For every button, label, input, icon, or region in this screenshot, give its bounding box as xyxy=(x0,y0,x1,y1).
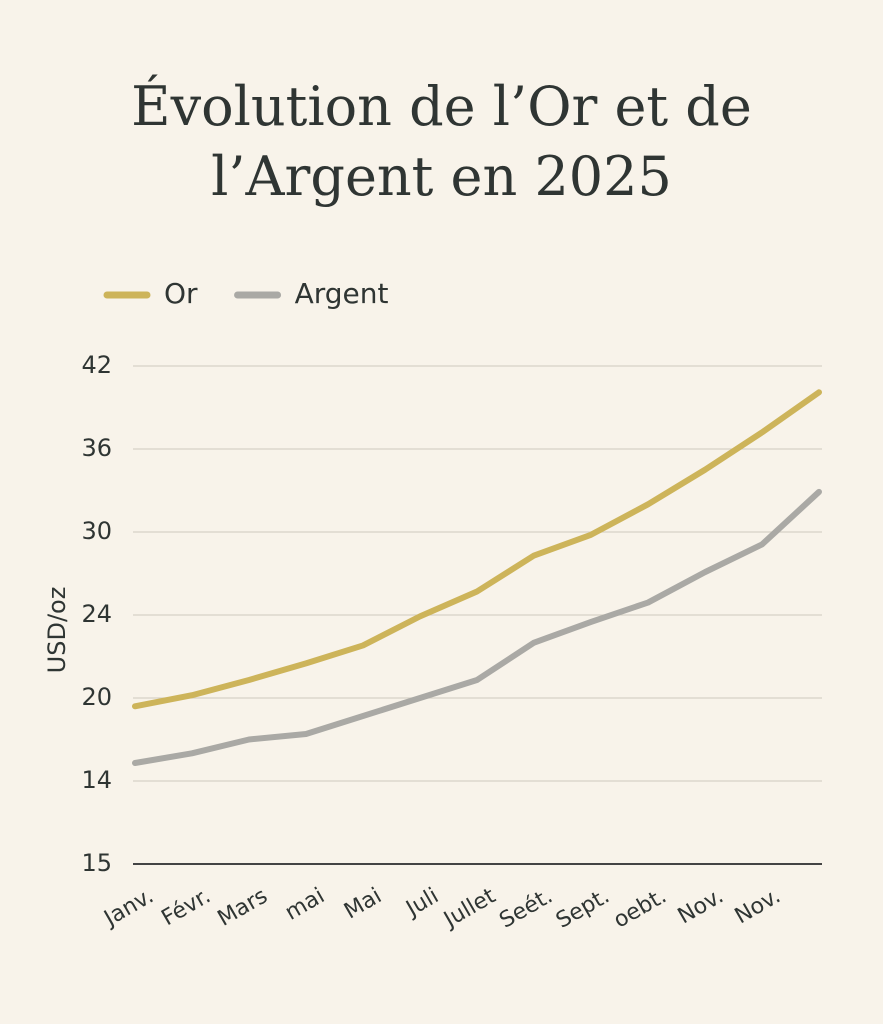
x-tick-label: Mai xyxy=(340,884,386,925)
series-line xyxy=(132,488,822,767)
y-tick-label: 14 xyxy=(81,766,112,794)
x-tick-label: Janv. xyxy=(99,884,158,933)
y-tick-label: 20 xyxy=(81,683,112,711)
y-tick-label: 15 xyxy=(81,849,112,877)
x-tick-label: Jullet xyxy=(438,883,500,933)
x-tick-label: Juli xyxy=(400,884,443,923)
y-tick-label: 30 xyxy=(81,517,112,545)
x-tick-label: Seét. xyxy=(495,884,557,934)
y-tick-label: 42 xyxy=(81,351,112,379)
x-tick-label: Nov. xyxy=(731,884,785,930)
x-tick-label: mai xyxy=(281,884,329,926)
legend-label: Argent xyxy=(295,277,389,310)
x-tick-label: Févr. xyxy=(157,884,215,932)
chart-title: Évolution de l’Or et de l’Argent en 2025 xyxy=(131,75,752,208)
y-tick-label: 36 xyxy=(81,434,112,462)
y-axis-label: USD/oz xyxy=(43,587,71,674)
x-tick-label: Nov. xyxy=(674,884,728,930)
x-tick-label: Sept. xyxy=(552,884,614,934)
legend-label: Or xyxy=(164,277,198,310)
x-tick-label: Mars xyxy=(214,884,272,932)
series-line xyxy=(132,389,822,710)
x-tick-label: oebt. xyxy=(609,884,671,934)
title-box: Évolution de l’Or et de l’Argent en 2025 xyxy=(0,72,883,212)
y-tick-label: 24 xyxy=(81,600,112,628)
